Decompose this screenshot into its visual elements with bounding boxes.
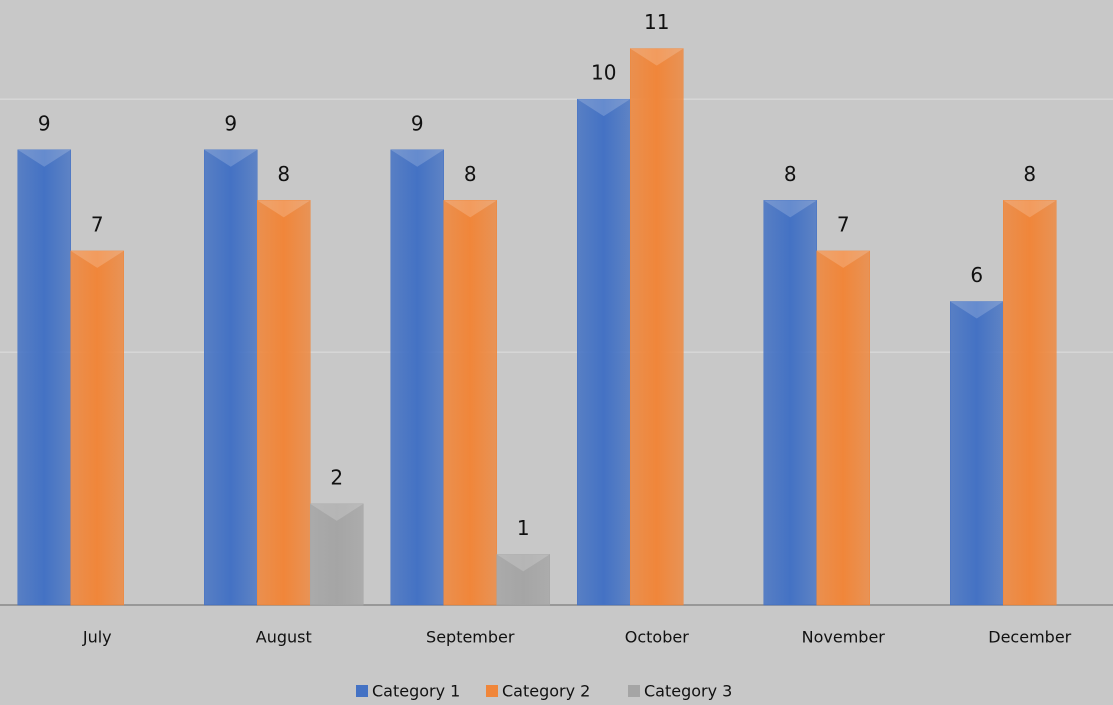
- legend-swatch: [486, 685, 498, 697]
- legend-label: Category 1: [372, 682, 460, 701]
- bar-bevel: [390, 149, 444, 167]
- x-tick-label: September: [426, 628, 515, 647]
- value-label: 1: [517, 516, 530, 540]
- value-label: 10: [591, 61, 616, 85]
- value-label: 8: [464, 162, 477, 186]
- x-tick-label: July: [82, 628, 112, 647]
- x-tick-label: November: [802, 628, 886, 647]
- bar-bevel: [310, 503, 364, 521]
- bar-bevel: [763, 200, 817, 218]
- legend-swatch: [628, 685, 640, 697]
- x-tick-label: August: [256, 628, 312, 647]
- bar: [816, 250, 870, 606]
- bar: [17, 149, 71, 606]
- bar: [70, 250, 124, 606]
- bar-bevel: [1003, 200, 1057, 218]
- bar: [630, 48, 684, 606]
- bar-bevel: [204, 149, 258, 167]
- legend-swatch: [356, 685, 368, 697]
- value-label: 9: [224, 111, 237, 135]
- bar: [950, 301, 1004, 606]
- value-label: 11: [644, 10, 669, 34]
- bar: [443, 200, 497, 606]
- value-label: 7: [91, 212, 104, 236]
- bar-bevel: [577, 99, 631, 117]
- legend-label: Category 3: [644, 682, 732, 701]
- value-label: 7: [837, 212, 850, 236]
- value-label: 8: [1023, 162, 1036, 186]
- value-label: 2: [330, 465, 343, 489]
- value-label: 8: [784, 162, 797, 186]
- value-label: 6: [970, 263, 983, 287]
- legend-label: Category 2: [502, 682, 590, 701]
- bar-bevel: [816, 250, 870, 268]
- bar-bevel: [496, 554, 550, 572]
- bar: [1003, 200, 1057, 606]
- bar-bevel: [17, 149, 71, 167]
- bar: [763, 200, 817, 606]
- bar: [204, 149, 258, 606]
- bar: [390, 149, 444, 606]
- value-label: 9: [38, 111, 51, 135]
- bar-bevel: [70, 250, 124, 268]
- bar-bevel: [443, 200, 497, 218]
- x-tick-label: December: [988, 628, 1071, 647]
- bar: [496, 554, 550, 606]
- bar: [257, 200, 311, 606]
- bar-bevel: [950, 301, 1004, 319]
- x-tick-label: October: [625, 628, 689, 647]
- value-label: 9: [411, 111, 424, 135]
- bar-bevel: [257, 200, 311, 218]
- value-label: 8: [277, 162, 290, 186]
- bar-bevel: [630, 48, 684, 66]
- bar: [310, 503, 364, 606]
- bar: [577, 98, 631, 606]
